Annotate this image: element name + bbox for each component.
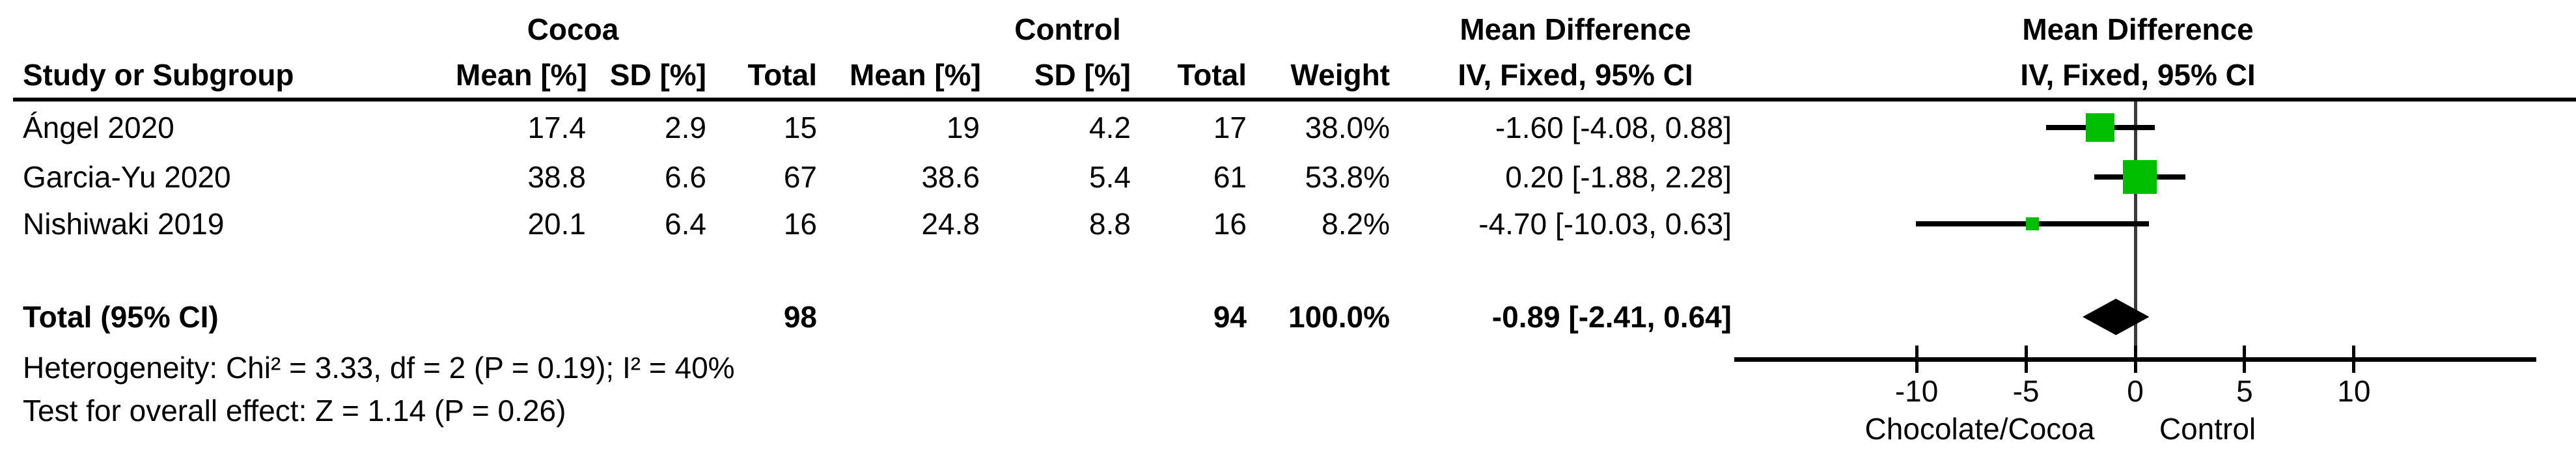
- cocoa-mean: 20.1: [527, 207, 586, 241]
- axis-tick: [2024, 346, 2028, 373]
- control-sd: 4.2: [1089, 111, 1131, 144]
- axis-tick-label: -10: [1894, 374, 1939, 408]
- study-ci-text: -1.60 [-4.08, 0.88]: [1495, 111, 1732, 144]
- col-header-control-mean: Mean [%]: [850, 58, 981, 92]
- col-header-control-total: Total: [1177, 58, 1247, 92]
- pooled-diamond: [2083, 299, 2150, 335]
- study-ci-text: -4.70 [-10.03, 0.63]: [1478, 207, 1732, 241]
- total-control-n: 94: [1213, 300, 1247, 334]
- zero-effect-line: [2133, 102, 2137, 360]
- study-name: Garcia-Yu 2020: [23, 160, 231, 194]
- control-total: 16: [1213, 207, 1247, 241]
- favours-left-label: Chocolate/Cocoa: [1864, 412, 2095, 446]
- cocoa-sd: 6.4: [665, 207, 706, 241]
- total-label: Total (95% CI): [23, 300, 219, 334]
- axis-tick-label: -5: [2012, 374, 2040, 408]
- axis-tick-label: 5: [2236, 374, 2253, 408]
- col-header-study: Study or Subgroup: [23, 58, 294, 92]
- study-marker: [2086, 113, 2115, 142]
- control-total: 17: [1213, 111, 1247, 144]
- favours-right-label: Control: [2159, 412, 2256, 446]
- total-ci-text: -0.89 [-2.41, 0.64]: [1491, 300, 1732, 334]
- study-marker: [2026, 217, 2040, 230]
- control-sd: 5.4: [1089, 160, 1131, 194]
- col-header-cocoa-total: Total: [747, 58, 817, 92]
- cocoa-mean: 38.8: [527, 160, 586, 194]
- axis-tick: [2352, 346, 2356, 373]
- control-mean: 24.8: [921, 207, 980, 241]
- col-header-cocoa-sd: SD [%]: [609, 58, 706, 92]
- study-weight: 38.0%: [1305, 111, 1390, 144]
- col-header-weight: Weight: [1290, 58, 1390, 92]
- control-mean: 19: [946, 111, 980, 144]
- overall-effect-test: Test for overall effect: Z = 1.14 (P = 0…: [23, 394, 566, 428]
- group-header-control: Control: [1014, 12, 1121, 46]
- axis-tick-label: 10: [2337, 374, 2371, 408]
- cocoa-total: 15: [783, 111, 817, 144]
- control-total: 61: [1213, 160, 1247, 194]
- group-header-cocoa: Cocoa: [527, 12, 619, 46]
- total-weight: 100.0%: [1288, 300, 1390, 334]
- col-header-ci-text: IV, Fixed, 95% CI: [1458, 58, 1693, 92]
- axis-tick: [2133, 346, 2137, 373]
- study-ci-text: 0.20 [-1.88, 2.28]: [1505, 160, 1732, 194]
- control-mean: 38.6: [921, 160, 980, 194]
- group-header-mean-difference-text: Mean Difference: [1460, 12, 1691, 46]
- study-name: Nishiwaki 2019: [23, 207, 225, 241]
- group-header-mean-difference-plot: Mean Difference: [2022, 12, 2254, 46]
- study-marker: [2122, 160, 2157, 194]
- col-header-control-sd: SD [%]: [1034, 58, 1131, 92]
- header-separator-line: [13, 98, 2576, 102]
- cocoa-mean: 17.4: [527, 111, 586, 144]
- study-name: Ángel 2020: [23, 111, 174, 144]
- cocoa-sd: 2.9: [665, 111, 706, 144]
- col-header-cocoa-mean: Mean [%]: [456, 58, 587, 92]
- axis-tick: [2243, 346, 2247, 373]
- control-sd: 8.8: [1089, 207, 1131, 241]
- cocoa-sd: 6.6: [665, 160, 706, 194]
- col-header-ci-plot: IV, Fixed, 95% CI: [2020, 58, 2256, 92]
- heterogeneity-stats: Heterogeneity: Chi² = 3.33, df = 2 (P = …: [23, 351, 735, 385]
- axis-tick-label: 0: [2127, 374, 2144, 408]
- total-cocoa-n: 98: [783, 300, 817, 334]
- study-weight: 8.2%: [1322, 207, 1390, 241]
- cocoa-total: 67: [783, 160, 817, 194]
- study-weight: 53.8%: [1305, 160, 1390, 194]
- cocoa-total: 16: [783, 207, 817, 241]
- axis-tick: [1915, 346, 1918, 373]
